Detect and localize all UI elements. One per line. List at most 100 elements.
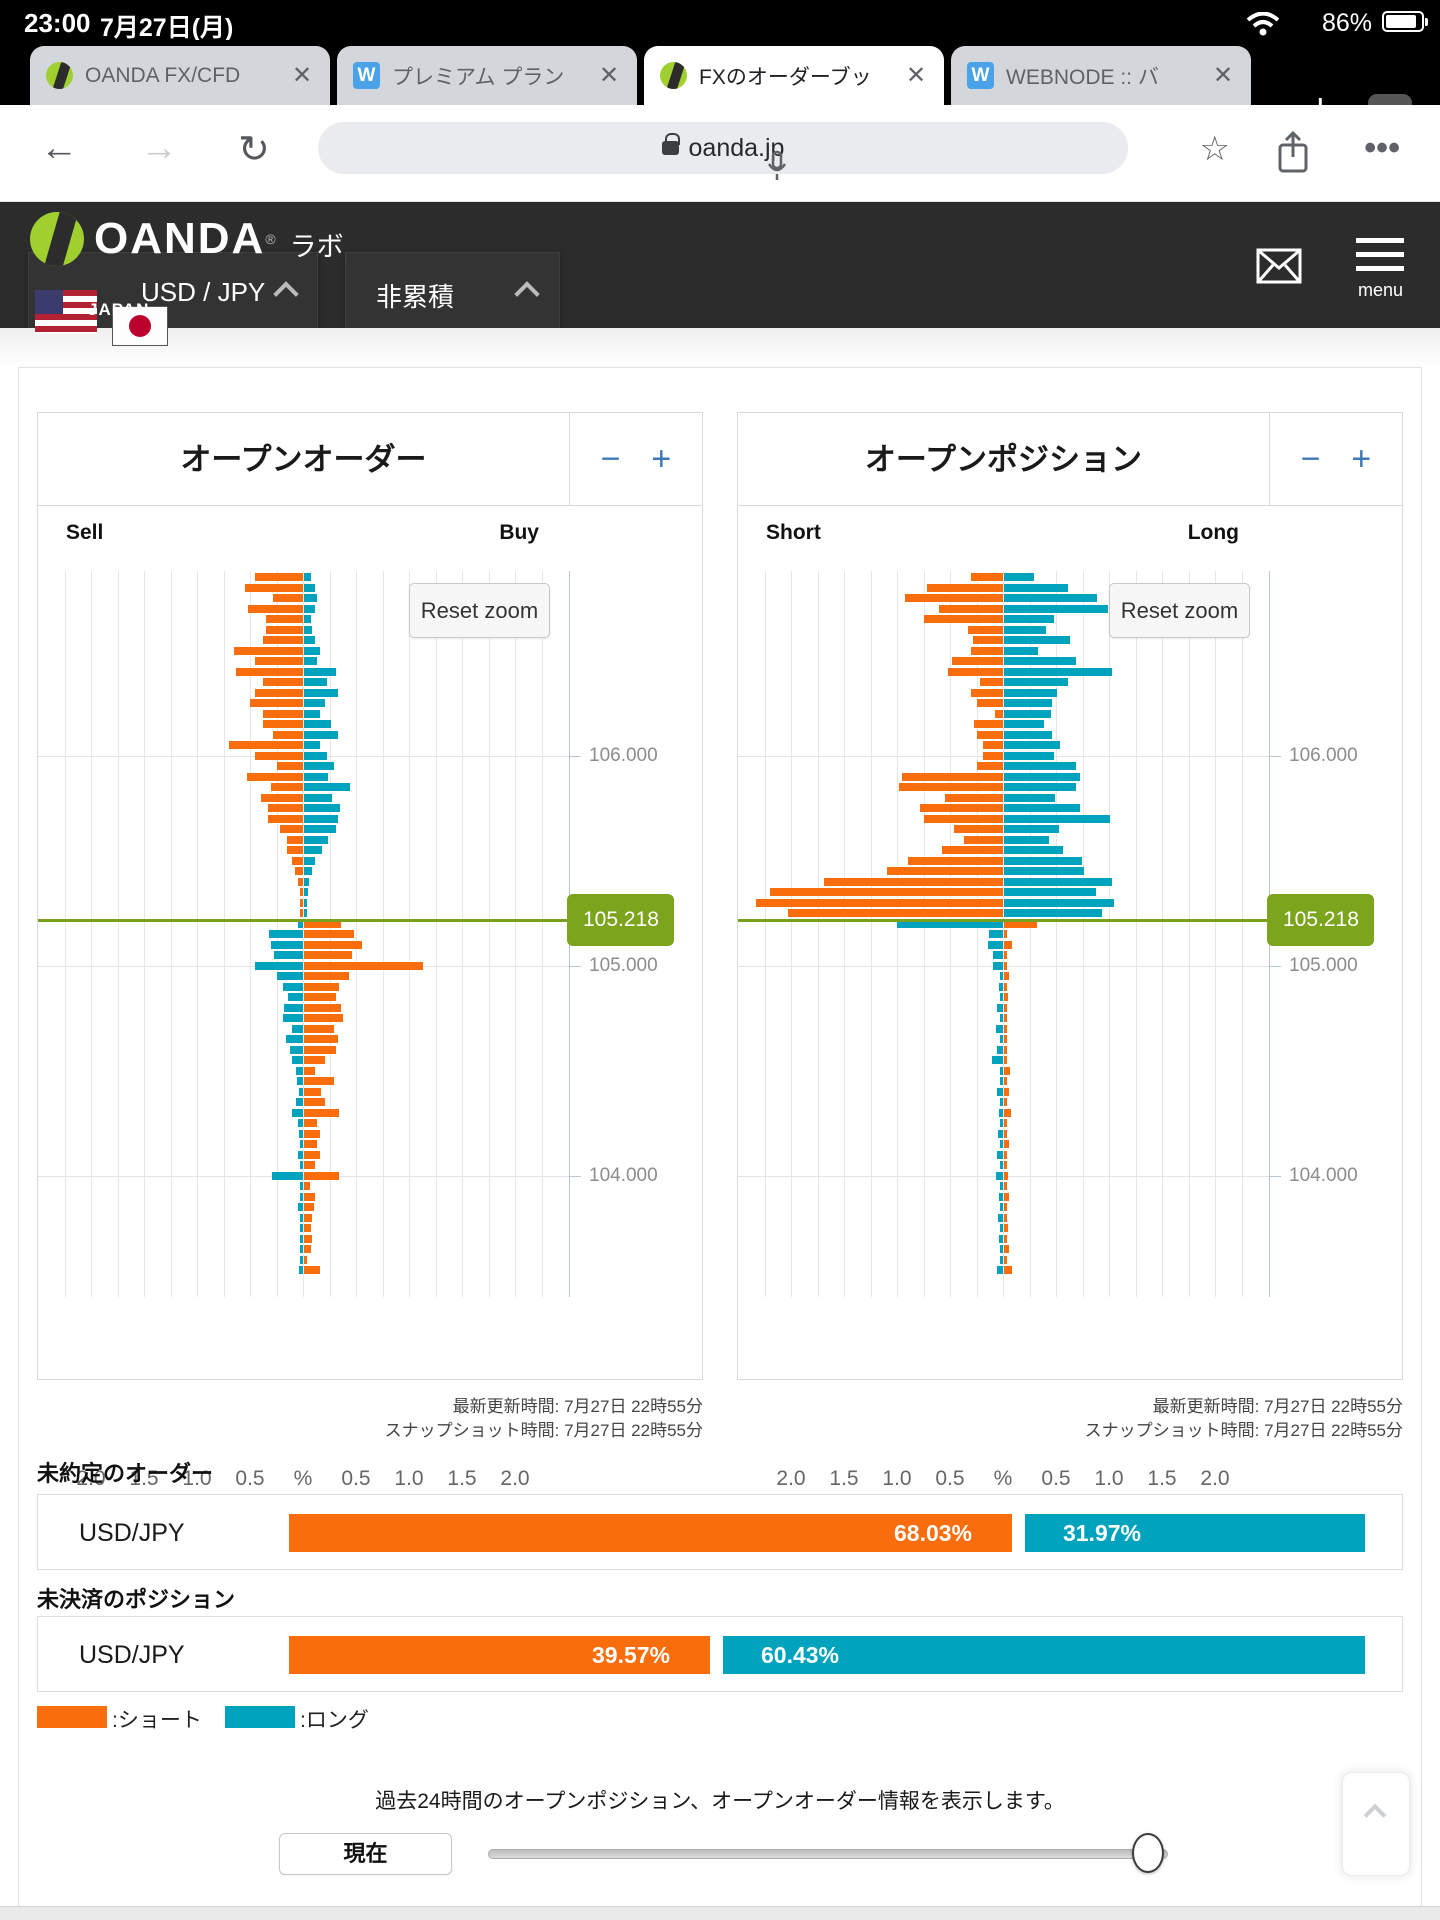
long-bar <box>1000 1077 1003 1086</box>
long-bar <box>304 856 315 865</box>
browser-tab-3[interactable]: FXのオーダーブッ ✕ <box>644 46 944 105</box>
tab-close-icon[interactable]: ✕ <box>1212 62 1234 89</box>
mic-icon[interactable] <box>766 150 788 182</box>
long-bar <box>1000 972 1003 981</box>
overflow-menu-icon[interactable]: ••• <box>1364 129 1400 167</box>
short-bar <box>976 762 1003 771</box>
right-side-label: Long <box>1187 521 1239 544</box>
long-bar <box>999 1066 1003 1075</box>
zoom-out-button[interactable]: − <box>600 440 621 478</box>
short-bar <box>247 604 303 613</box>
hamburger-menu-button[interactable]: menu <box>1356 238 1406 301</box>
short-bar <box>250 699 303 708</box>
long-bar <box>298 1087 303 1096</box>
oanda-logo[interactable]: OANDA ® ラボ <box>30 212 344 266</box>
wifi-icon <box>1246 12 1280 36</box>
short-bar <box>1004 1108 1012 1117</box>
price-axis-label: 106.000 <box>589 744 658 766</box>
long-bar <box>272 1171 303 1180</box>
short-bar <box>982 751 1003 760</box>
long-bar <box>304 699 326 708</box>
browser-tab-4[interactable]: W WEBNODE :: バ ✕ <box>951 46 1251 105</box>
short-bar <box>905 594 1003 603</box>
legend-long-label: :ロング <box>300 1709 369 1732</box>
long-bar <box>282 1014 303 1023</box>
long-bar <box>1004 762 1077 771</box>
zoom-in-button[interactable]: + <box>1351 440 1372 478</box>
short-bar <box>1004 961 1007 970</box>
short-bar <box>260 793 303 802</box>
panel-header: オープンオーダー − + <box>38 413 702 506</box>
current-button[interactable]: 現在 <box>279 1833 452 1875</box>
short-bar <box>304 1255 308 1264</box>
long-bar <box>993 951 1003 960</box>
short-bar <box>244 583 303 592</box>
display-mode-select[interactable]: 非累積 <box>345 252 560 332</box>
chevron-up-icon <box>273 281 299 307</box>
footer-note: 過去24時間のオープンポジション、オープンオーダー情報を表示します。 <box>375 1790 1065 1813</box>
snapshot-timestamp: スナップショット時間: 7月27日 22時55分 <box>384 1421 703 1440</box>
tab-close-icon[interactable]: ✕ <box>598 62 620 89</box>
mail-icon[interactable] <box>1256 248 1302 284</box>
long-bar <box>897 919 1003 928</box>
long-bar <box>304 646 320 655</box>
reset-zoom-button[interactable]: Reset zoom <box>409 583 550 638</box>
long-bar <box>304 688 338 697</box>
orders-summary-row: USD/JPY 68.03% 31.97% <box>37 1494 1403 1570</box>
long-bar <box>989 930 1003 939</box>
long-bar <box>295 1066 303 1075</box>
us-flag-icon <box>35 290 97 334</box>
positions-short-bar: 39.57% <box>289 1636 710 1674</box>
long-bar <box>304 678 328 687</box>
long-bar <box>304 898 308 907</box>
long-bar <box>304 814 338 823</box>
long-bar <box>996 1087 1003 1096</box>
time-slider-track[interactable] <box>488 1849 1168 1859</box>
url-bar[interactable]: oanda.jp <box>318 122 1128 180</box>
long-bar <box>1000 1245 1003 1254</box>
browser-tab-1[interactable]: OANDA FX/CFD ✕ <box>30 46 330 105</box>
short-bar <box>994 709 1003 718</box>
long-bar <box>1000 1119 1003 1128</box>
price-axis-label: 104.000 <box>1289 1164 1358 1186</box>
short-bar <box>939 604 1003 613</box>
time-slider-thumb[interactable] <box>1132 1833 1164 1873</box>
long-bar <box>1004 909 1102 918</box>
zoom-in-button[interactable]: + <box>651 440 672 478</box>
open-positions-panel: オープンポジション − + Short Long Reset zoom 106.0… <box>737 412 1403 1490</box>
short-bar <box>971 688 1003 697</box>
long-bar <box>304 804 341 813</box>
long-bar <box>304 825 336 834</box>
short-bar <box>1004 1140 1010 1149</box>
short-bar <box>304 961 423 970</box>
short-bar <box>300 909 303 918</box>
scroll-to-top-button[interactable] <box>1342 1772 1410 1876</box>
long-bar <box>282 982 303 991</box>
back-button[interactable]: ← <box>40 127 78 169</box>
bookmark-star-icon[interactable]: ☆ <box>1199 130 1230 168</box>
tab-close-icon[interactable]: ✕ <box>291 62 313 89</box>
tab-close-icon[interactable]: ✕ <box>905 62 927 89</box>
short-bar <box>255 751 303 760</box>
long-bar <box>299 1161 303 1170</box>
short-bar <box>300 898 303 907</box>
reset-zoom-button[interactable]: Reset zoom <box>1109 583 1250 638</box>
short-bar <box>292 856 303 865</box>
forward-button[interactable]: → <box>140 127 178 169</box>
reload-button[interactable]: ↻ <box>238 129 270 171</box>
zoom-out-button[interactable]: − <box>1300 440 1321 478</box>
long-bar <box>1004 793 1055 802</box>
short-bar <box>954 825 1003 834</box>
short-bar <box>1004 1119 1007 1128</box>
menu-label: menu <box>1358 280 1404 300</box>
browser-tab-2[interactable]: W プレミアム プラン ✕ <box>337 46 637 105</box>
long-bar <box>1004 667 1113 676</box>
long-bar <box>1004 846 1064 855</box>
long-bar <box>1004 751 1054 760</box>
brand-suffix: ラボ <box>289 231 344 262</box>
long-bar <box>304 741 320 750</box>
short-bar <box>297 877 303 886</box>
share-icon[interactable] <box>1276 131 1310 175</box>
clock: 23:00 <box>24 8 91 38</box>
long-bar <box>1004 636 1070 645</box>
